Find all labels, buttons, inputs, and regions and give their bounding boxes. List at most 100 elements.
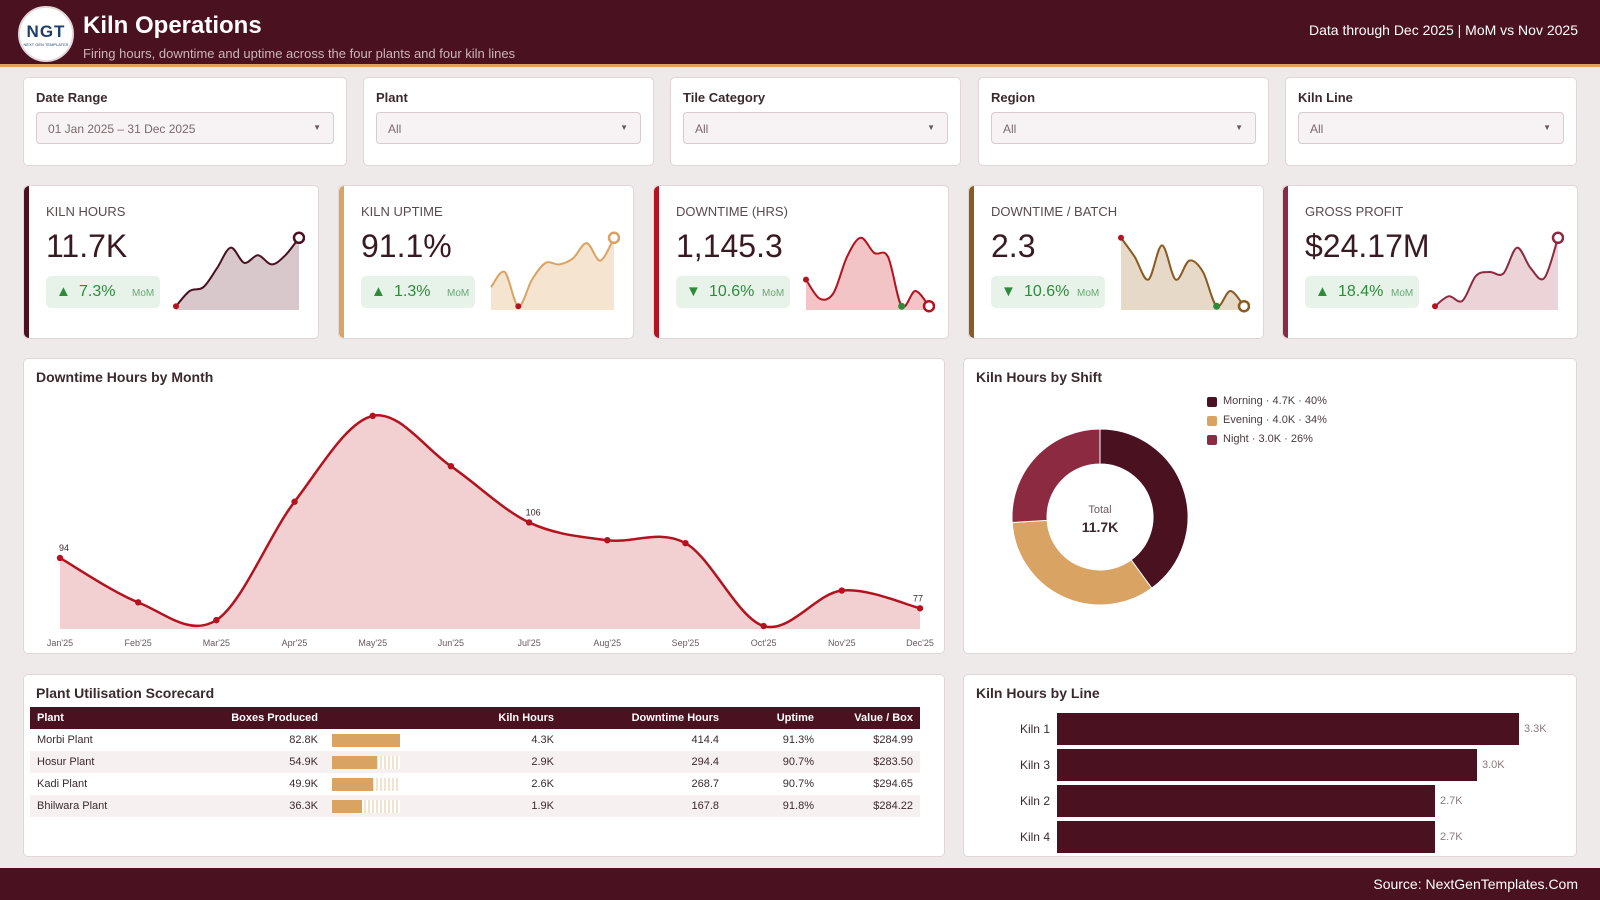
bar-kiln-kiln-2[interactable] xyxy=(1057,785,1435,817)
donut-slice-night xyxy=(1011,428,1101,524)
sparkline-min-point xyxy=(1213,302,1221,310)
table-row[interactable]: Morbi Plant 82.8K 4.3K 414.4 91.3% $284.… xyxy=(30,729,920,751)
boxes-bar-track xyxy=(332,733,400,747)
scorecard-table: Plant Boxes Produced Kiln Hours Downtime… xyxy=(30,707,920,817)
data-point xyxy=(213,616,220,624)
plant-dropdown[interactable]: All ▼ xyxy=(376,112,641,144)
kpi-delta-badge: ▲ 1.3% MoM xyxy=(361,276,475,308)
kpi-sparkline xyxy=(173,231,305,310)
boxes-cell: 54.9K xyxy=(182,751,325,773)
kpi-delta: 7.3% xyxy=(79,283,116,300)
bar-kiln-kiln-4[interactable] xyxy=(1057,821,1435,853)
bar-value-label: 3.0K xyxy=(1482,759,1505,771)
kpi-delta: 1.3% xyxy=(394,283,431,300)
filter-value: All xyxy=(1310,122,1324,136)
boxes-bar-cell xyxy=(325,751,411,773)
sparkline-area xyxy=(176,237,299,310)
x-tick-label: Jul'25 xyxy=(517,638,540,648)
column-header[interactable]: Uptime xyxy=(726,707,821,729)
sparkline-min-point xyxy=(1432,303,1438,310)
column-header[interactable]: Plant xyxy=(30,707,182,729)
kpi-label: KILN UPTIME xyxy=(361,204,443,219)
bar-category-label: Kiln 4 xyxy=(1019,830,1050,844)
column-header[interactable]: Kiln Hours xyxy=(411,707,561,729)
kpi-sparkline xyxy=(1118,234,1250,313)
arrow-up-icon: ▲ xyxy=(371,283,386,300)
table-row[interactable]: Hosur Plant 54.9K 2.9K 294.4 90.7% $283.… xyxy=(30,751,920,773)
bar-kiln-kiln-1[interactable] xyxy=(1057,713,1519,745)
kiln-line-dropdown[interactable]: All ▼ xyxy=(1298,112,1564,144)
chevron-down-icon: ▼ xyxy=(927,123,935,132)
data-label: 106 xyxy=(526,507,541,517)
chevron-down-icon: ▼ xyxy=(1543,123,1551,132)
x-tick-label: Jun'25 xyxy=(438,638,464,648)
arrow-up-icon: ▲ xyxy=(56,283,71,300)
chevron-down-icon: ▼ xyxy=(313,123,321,132)
kpi-label: DOWNTIME (HRS) xyxy=(676,204,788,219)
kpi-delta-badge: ▲ 7.3% MoM xyxy=(46,276,160,308)
uptime-cell: 90.7% xyxy=(782,778,814,790)
downtime-cell: 414.4 xyxy=(691,734,719,746)
kiln-hours-cell: 4.3K xyxy=(531,734,554,746)
data-point xyxy=(682,539,689,547)
filter-value: 01 Jan 2025 – 31 Dec 2025 xyxy=(48,122,196,136)
x-tick-label: Aug'25 xyxy=(593,638,621,648)
x-tick-label: Jan'25 xyxy=(47,638,73,648)
bar-kiln-kiln-3[interactable] xyxy=(1057,749,1477,781)
arrow-down-icon: ▼ xyxy=(1001,283,1016,300)
sparkline-line xyxy=(1120,237,1245,308)
panel-title: Kiln Hours by Shift xyxy=(976,369,1102,385)
bar-category-label: Kiln 3 xyxy=(1019,758,1050,772)
plant-scorecard-panel: Plant Utilisation Scorecard Plant Boxes … xyxy=(23,674,945,857)
data-label: 94 xyxy=(59,543,69,553)
donut-slice-morning xyxy=(1099,428,1189,589)
logo-subtext: NEXT GEN TEMPLATES xyxy=(23,42,69,47)
column-header[interactable]: Boxes Produced xyxy=(182,707,325,729)
panel-title: Plant Utilisation Scorecard xyxy=(36,685,215,701)
data-point xyxy=(291,498,298,505)
boxes-bar-cell xyxy=(325,795,411,817)
sparkline-end-point xyxy=(607,231,620,245)
sparkline-end-point xyxy=(1237,299,1250,313)
brand-logo: NGT NEXT GEN TEMPLATES xyxy=(18,6,74,62)
kpi-delta: 10.6% xyxy=(709,283,755,300)
downtime-cell: 294.4 xyxy=(561,751,726,773)
filter-label: Region xyxy=(991,90,1036,105)
filter-kiln-line: Kiln Line All ▼ xyxy=(1285,77,1577,166)
x-tick-label: Sep'25 xyxy=(672,638,700,648)
kpi-value: 11.7K xyxy=(46,228,128,264)
table-row[interactable]: Bhilwara Plant 36.3K 1.9K 167.8 91.8% $2… xyxy=(30,795,920,817)
kpi-label: DOWNTIME / BATCH xyxy=(991,204,1118,219)
region-dropdown[interactable]: All ▼ xyxy=(991,112,1256,144)
filter-label: Date Range xyxy=(36,90,108,105)
kpi-card-downtime-hrs: DOWNTIME (HRS) 1,145.3 ▼ 10.6% MoM xyxy=(653,185,949,339)
column-header[interactable]: Value / Box xyxy=(821,707,920,729)
sparkline-start-point xyxy=(1118,234,1124,241)
data-through-label: Data through Dec 2025 | MoM vs Nov 2025 xyxy=(1308,22,1578,38)
x-tick-label: Apr'25 xyxy=(282,638,308,648)
downtime-chart-panel: Downtime Hours by Month Jan'25 94 Feb'25 Ma… xyxy=(23,358,945,654)
date-range-dropdown[interactable]: 01 Jan 2025 – 31 Dec 2025 ▼ xyxy=(36,112,334,144)
kpi-card-downtime-batch: DOWNTIME / BATCH 2.3 ▼ 10.6% MoM xyxy=(968,185,1264,339)
column-header[interactable]: Downtime Hours xyxy=(561,707,726,729)
bar-category-label: Kiln 2 xyxy=(1019,794,1050,808)
kpi-delta-badge: ▼ 10.6% MoM xyxy=(991,276,1105,308)
x-tick-label: Dec'25 xyxy=(906,638,934,648)
kpi-mom-label: MoM xyxy=(1391,288,1414,299)
tile-category-dropdown[interactable]: All ▼ xyxy=(683,112,948,144)
uptime-cell: 90.7% xyxy=(726,751,821,773)
data-point xyxy=(369,412,376,420)
table-row[interactable]: Kadi Plant 49.9K 2.6K 268.7 90.7% $294.6… xyxy=(30,773,920,795)
boxes-bar-fill xyxy=(332,733,400,747)
boxes-bar-track xyxy=(332,755,400,769)
kpi-value: $24.17M xyxy=(1305,228,1430,264)
line-chart-panel: Kiln Hours by Line Kiln 1 3.3K Kiln 3 3.0K K… xyxy=(963,674,1577,857)
column-header-spacer xyxy=(325,707,411,729)
kiln-line-bar-chart: Kiln 1 3.3K Kiln 3 3.0K Kiln 2 2.7K Kiln 4 2.7K xyxy=(964,675,1578,858)
value-box-cell: $284.22 xyxy=(821,795,920,817)
kpi-accent-bar xyxy=(654,186,659,338)
kpi-card-kiln-hours: KILN HOURS 11.7K ▲ 7.3% MoM xyxy=(23,185,319,339)
footer-bar: Source: NextGenTemplates.Com xyxy=(0,868,1600,900)
sparkline-min-point xyxy=(173,303,179,310)
source-label: Source: NextGenTemplates.Com xyxy=(1373,876,1578,892)
